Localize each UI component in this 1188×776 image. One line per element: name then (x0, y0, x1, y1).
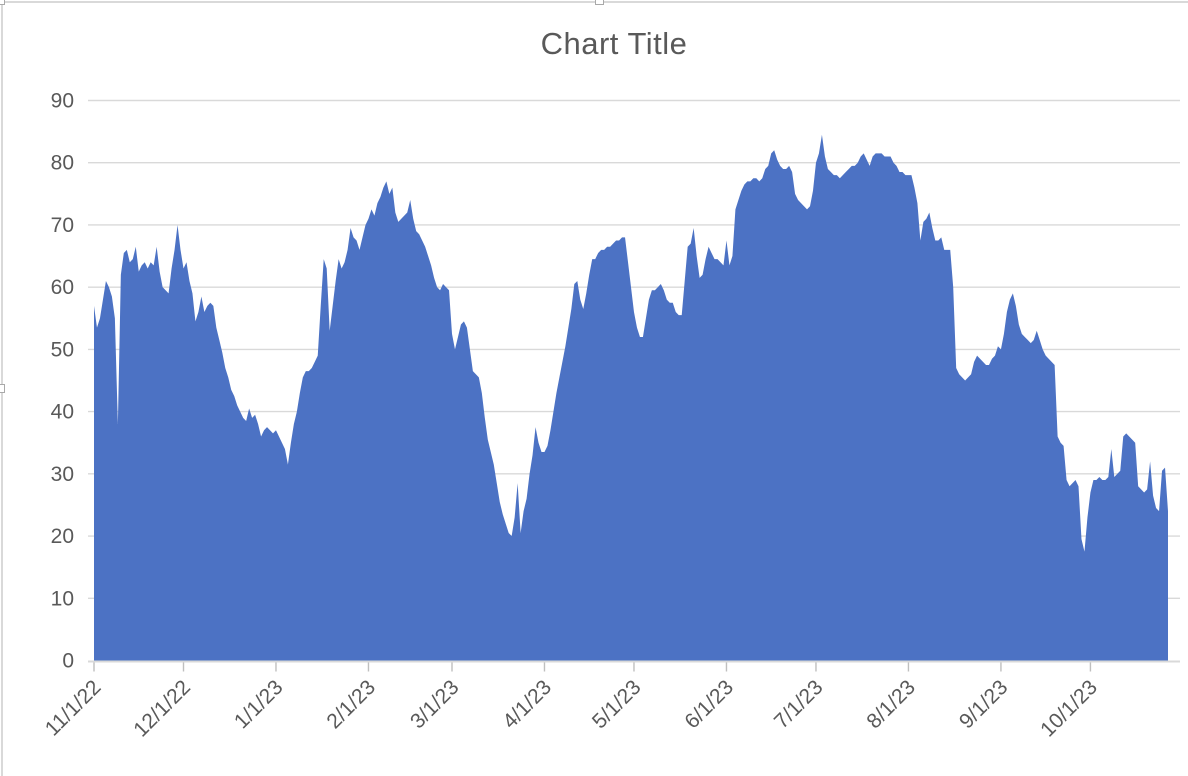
svg-text:11/1/22: 11/1/22 (41, 676, 106, 741)
svg-text:80: 80 (51, 152, 74, 175)
svg-text:60: 60 (51, 276, 74, 299)
svg-text:8/1/23: 8/1/23 (862, 676, 920, 734)
svg-text:90: 90 (51, 90, 74, 113)
chart-border-top (0, 1, 1188, 3)
selection-handle-left-center[interactable] (0, 384, 5, 393)
x-axis-labels: 11/1/22 12/1/22 1/1/23 2/1/23 3/1/23 4/1/23 5/… (41, 676, 1102, 742)
svg-text:1/1/23: 1/1/23 (230, 676, 288, 734)
svg-text:7/1/23: 7/1/23 (770, 676, 828, 734)
svg-text:50: 50 (51, 338, 74, 361)
y-axis-labels: 0 10 20 30 40 50 60 70 80 90 (51, 90, 74, 673)
svg-text:12/1/22: 12/1/22 (129, 676, 195, 742)
svg-text:4/1/23: 4/1/23 (498, 676, 556, 734)
x-axis-tick-marks (93, 662, 1092, 672)
area-series[interactable] (94, 134, 1168, 661)
svg-text:3/1/23: 3/1/23 (406, 676, 464, 734)
svg-text:5/1/23: 5/1/23 (588, 676, 646, 734)
svg-text:0: 0 (62, 650, 74, 673)
svg-text:10: 10 (51, 587, 74, 610)
svg-text:40: 40 (51, 401, 74, 424)
svg-text:70: 70 (51, 214, 74, 237)
svg-text:10/1/23: 10/1/23 (1036, 676, 1102, 742)
svg-text:6/1/23: 6/1/23 (680, 676, 738, 734)
selection-handle-top-left[interactable] (0, 0, 5, 5)
svg-text:30: 30 (51, 463, 74, 486)
svg-text:2/1/23: 2/1/23 (322, 676, 380, 734)
chart-title[interactable]: Chart Title (540, 26, 688, 61)
svg-text:9/1/23: 9/1/23 (955, 676, 1013, 734)
selection-handle-top-center[interactable] (595, 0, 604, 5)
svg-text:20: 20 (51, 525, 74, 548)
